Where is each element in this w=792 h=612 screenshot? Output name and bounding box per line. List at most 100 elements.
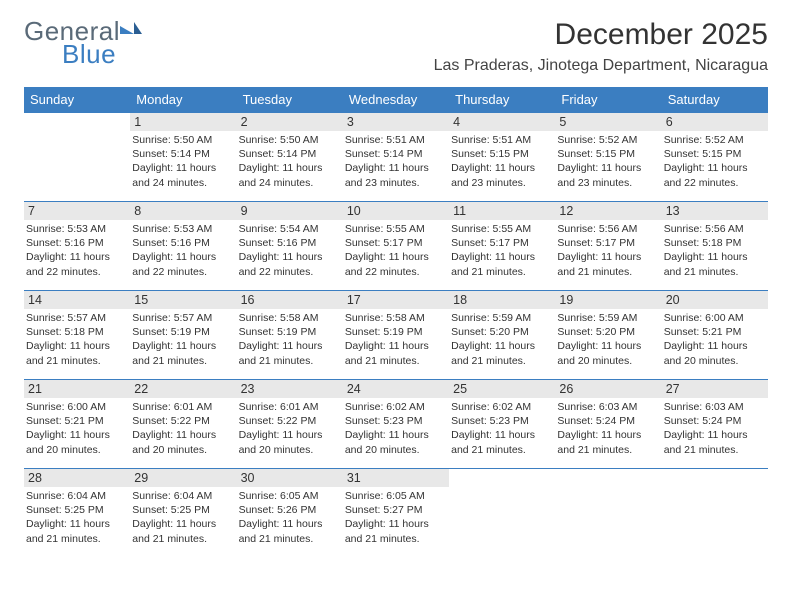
day-number: 24	[343, 380, 449, 398]
sunrise-text: Sunrise: 6:04 AM	[132, 489, 234, 503]
calendar-day-cell: 9Sunrise: 5:54 AMSunset: 5:16 PMDaylight…	[237, 202, 343, 291]
day-details: Sunrise: 5:55 AMSunset: 5:17 PMDaylight:…	[449, 220, 555, 279]
header-row: General Blue December 2025 Las Praderas,…	[24, 18, 768, 75]
day-details: Sunrise: 5:56 AMSunset: 5:17 PMDaylight:…	[555, 220, 661, 279]
sunrise-text: Sunrise: 6:00 AM	[664, 311, 766, 325]
sunset-text: Sunset: 5:24 PM	[664, 414, 766, 428]
daylight-text: Daylight: 11 hours and 21 minutes.	[345, 339, 447, 367]
sunset-text: Sunset: 5:15 PM	[451, 147, 553, 161]
sunset-text: Sunset: 5:24 PM	[557, 414, 659, 428]
sunrise-text: Sunrise: 6:05 AM	[345, 489, 447, 503]
day-number: 22	[130, 380, 236, 398]
day-number: 28	[24, 469, 130, 487]
day-details: Sunrise: 5:51 AMSunset: 5:14 PMDaylight:…	[343, 131, 449, 190]
day-details: Sunrise: 6:05 AMSunset: 5:26 PMDaylight:…	[237, 487, 343, 546]
sunrise-text: Sunrise: 6:01 AM	[132, 400, 234, 414]
calendar-day-cell	[662, 469, 768, 558]
sunset-text: Sunset: 5:19 PM	[345, 325, 447, 339]
day-details: Sunrise: 6:03 AMSunset: 5:24 PMDaylight:…	[555, 398, 661, 457]
calendar-day-cell: 4Sunrise: 5:51 AMSunset: 5:15 PMDaylight…	[449, 113, 555, 202]
sunset-text: Sunset: 5:21 PM	[664, 325, 766, 339]
daylight-text: Daylight: 11 hours and 21 minutes.	[239, 339, 341, 367]
daylight-text: Daylight: 11 hours and 21 minutes.	[664, 250, 766, 278]
daylight-text: Daylight: 11 hours and 20 minutes.	[345, 428, 447, 456]
sunset-text: Sunset: 5:26 PM	[239, 503, 341, 517]
sunrise-text: Sunrise: 5:57 AM	[132, 311, 234, 325]
sunrise-text: Sunrise: 5:59 AM	[451, 311, 553, 325]
day-number: 26	[555, 380, 661, 398]
day-number: 14	[24, 291, 130, 309]
day-details: Sunrise: 5:58 AMSunset: 5:19 PMDaylight:…	[343, 309, 449, 368]
daylight-text: Daylight: 11 hours and 20 minutes.	[132, 428, 234, 456]
calendar-day-cell: 14Sunrise: 5:57 AMSunset: 5:18 PMDayligh…	[24, 291, 130, 380]
calendar-day-cell: 6Sunrise: 5:52 AMSunset: 5:15 PMDaylight…	[662, 113, 768, 202]
day-number: 5	[555, 113, 661, 131]
logo: General Blue	[24, 18, 142, 67]
sunset-text: Sunset: 5:17 PM	[451, 236, 553, 250]
sunset-text: Sunset: 5:14 PM	[345, 147, 447, 161]
day-details: Sunrise: 6:04 AMSunset: 5:25 PMDaylight:…	[24, 487, 130, 546]
sunrise-text: Sunrise: 6:03 AM	[557, 400, 659, 414]
daylight-text: Daylight: 11 hours and 21 minutes.	[557, 428, 659, 456]
day-header: Monday	[130, 87, 236, 113]
logo-mark-icon	[120, 20, 142, 43]
daylight-text: Daylight: 11 hours and 22 minutes.	[132, 250, 234, 278]
day-details: Sunrise: 5:54 AMSunset: 5:16 PMDaylight:…	[237, 220, 343, 279]
calendar-day-cell: 12Sunrise: 5:56 AMSunset: 5:17 PMDayligh…	[555, 202, 661, 291]
day-number: 13	[662, 202, 768, 220]
calendar-day-cell: 13 Sunrise: 5:56 AMSunset: 5:18 PMDayligh…	[662, 202, 768, 291]
sunrise-text: Sunrise: 5:58 AM	[345, 311, 447, 325]
calendar-day-cell: 30Sunrise: 6:05 AMSunset: 5:26 PMDayligh…	[237, 469, 343, 558]
day-details: Sunrise: 6:00 AMSunset: 5:21 PMDaylight:…	[24, 398, 130, 457]
calendar-day-cell: 29Sunrise: 6:04 AMSunset: 5:25 PMDayligh…	[130, 469, 236, 558]
day-details: Sunrise: 5:52 AMSunset: 5:15 PMDaylight:…	[555, 131, 661, 190]
day-details: Sunrise: 6:05 AMSunset: 5:27 PMDaylight:…	[343, 487, 449, 546]
calendar-day-cell: 1Sunrise: 5:50 AMSunset: 5:14 PMDaylight…	[130, 113, 236, 202]
sunrise-text: Sunrise: 5:50 AM	[239, 133, 341, 147]
sunrise-text: Sunrise: 5:50 AM	[132, 133, 234, 147]
daylight-text: Daylight: 11 hours and 23 minutes.	[345, 161, 447, 189]
sunrise-text: Sunrise: 5:54 AM	[239, 222, 341, 236]
daylight-text: Daylight: 11 hours and 22 minutes.	[345, 250, 447, 278]
day-details: Sunrise: 5:51 AMSunset: 5:15 PMDaylight:…	[449, 131, 555, 190]
sunrise-text: Sunrise: 5:53 AM	[26, 222, 128, 236]
sunrise-text: Sunrise: 6:04 AM	[26, 489, 128, 503]
day-number: 3	[343, 113, 449, 131]
calendar-week-row: 28Sunrise: 6:04 AMSunset: 5:25 PMDayligh…	[24, 469, 768, 558]
calendar-day-cell	[24, 113, 130, 202]
day-number: 30	[237, 469, 343, 487]
day-header: Wednesday	[343, 87, 449, 113]
calendar-day-cell: 3Sunrise: 5:51 AMSunset: 5:14 PMDaylight…	[343, 113, 449, 202]
calendar-day-cell: 18Sunrise: 5:59 AMSunset: 5:20 PMDayligh…	[449, 291, 555, 380]
day-number: 25	[449, 380, 555, 398]
day-number: 4	[449, 113, 555, 131]
day-number: 16	[237, 291, 343, 309]
sunrise-text: Sunrise: 6:01 AM	[239, 400, 341, 414]
day-header: Thursday	[449, 87, 555, 113]
calendar-day-cell: 24Sunrise: 6:02 AMSunset: 5:23 PMDayligh…	[343, 380, 449, 469]
day-number: 9	[237, 202, 343, 220]
calendar-table: Sunday Monday Tuesday Wednesday Thursday…	[24, 87, 768, 557]
calendar-day-cell: 5Sunrise: 5:52 AMSunset: 5:15 PMDaylight…	[555, 113, 661, 202]
sunset-text: Sunset: 5:21 PM	[26, 414, 128, 428]
daylight-text: Daylight: 11 hours and 21 minutes.	[132, 339, 234, 367]
calendar-week-row: 21Sunrise: 6:00 AMSunset: 5:21 PMDayligh…	[24, 380, 768, 469]
day-details: Sunrise: 5:53 AMSunset: 5:16 PMDaylight:…	[24, 220, 130, 279]
day-header: Saturday	[662, 87, 768, 113]
daylight-text: Daylight: 11 hours and 21 minutes.	[451, 250, 553, 278]
sunrise-text: Sunrise: 5:52 AM	[664, 133, 766, 147]
sunset-text: Sunset: 5:18 PM	[664, 236, 766, 250]
calendar-day-cell: 20Sunrise: 6:00 AMSunset: 5:21 PMDayligh…	[662, 291, 768, 380]
daylight-text: Daylight: 11 hours and 20 minutes.	[664, 339, 766, 367]
daylight-text: Daylight: 11 hours and 23 minutes.	[451, 161, 553, 189]
daylight-text: Daylight: 11 hours and 21 minutes.	[239, 517, 341, 545]
sunrise-text: Sunrise: 5:56 AM	[664, 222, 766, 236]
day-number: 17	[343, 291, 449, 309]
calendar-day-cell: 8Sunrise: 5:53 AMSunset: 5:16 PMDaylight…	[130, 202, 236, 291]
day-header: Sunday	[24, 87, 130, 113]
sunset-text: Sunset: 5:15 PM	[557, 147, 659, 161]
day-details: Sunrise: 5:57 AMSunset: 5:19 PMDaylight:…	[130, 309, 236, 368]
sunset-text: Sunset: 5:14 PM	[132, 147, 234, 161]
sunrise-text: Sunrise: 6:05 AM	[239, 489, 341, 503]
daylight-text: Daylight: 11 hours and 21 minutes.	[664, 428, 766, 456]
